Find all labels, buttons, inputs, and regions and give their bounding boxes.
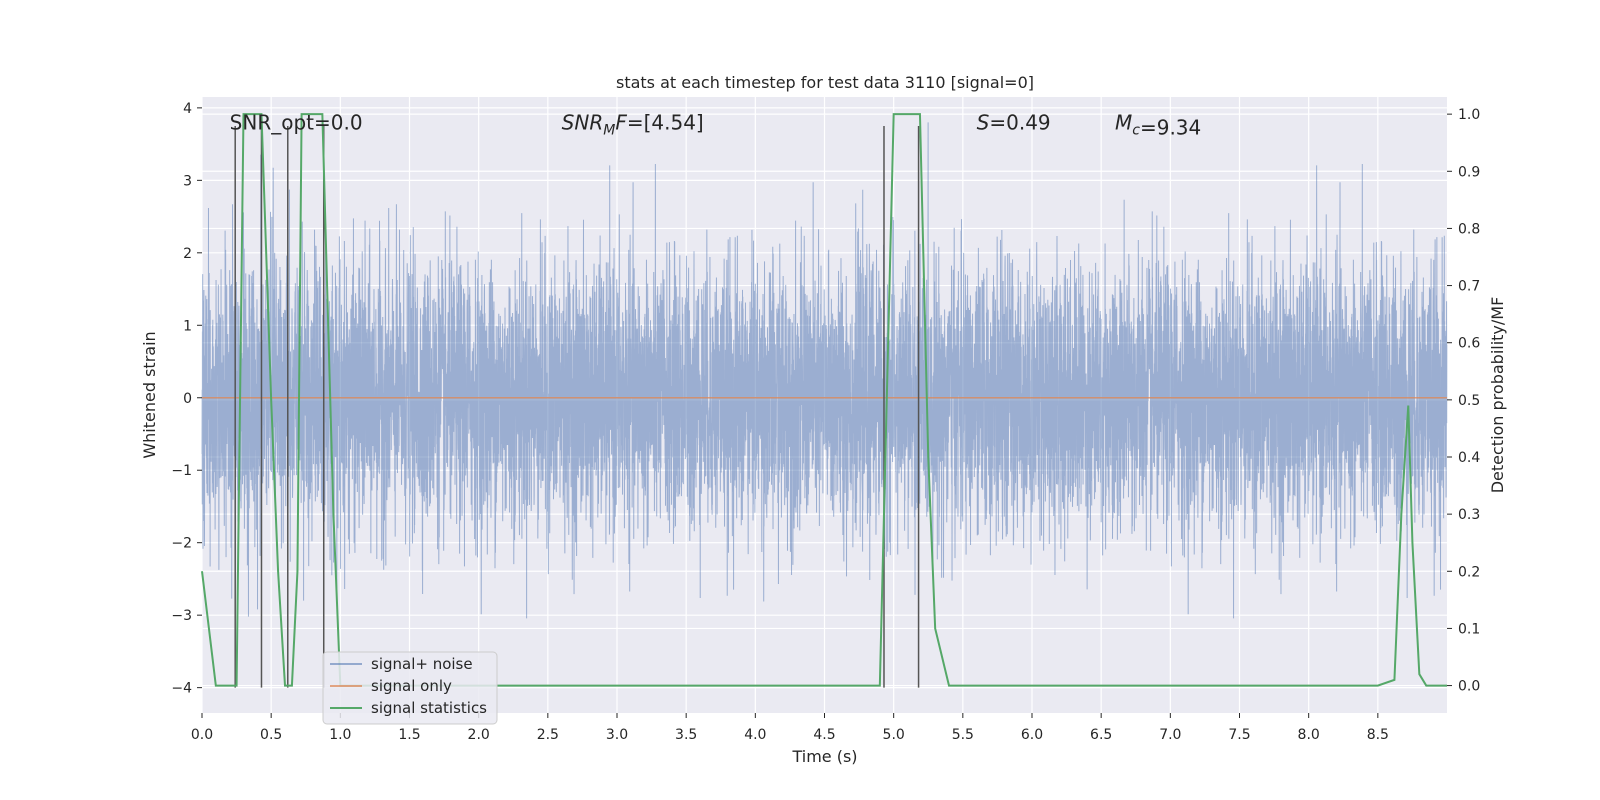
y-tick-label: −1 (171, 463, 192, 479)
legend: signal+ noise signal only signal statist… (322, 651, 498, 725)
x-tick-label: 7.5 (1228, 727, 1250, 743)
x-tick-label: 5.0 (883, 727, 905, 743)
y2-tick-label: 0.9 (1458, 164, 1480, 180)
y2-tick-label: 1.0 (1458, 107, 1480, 123)
y2-tick-label: 0.5 (1458, 393, 1480, 409)
annotation-snr-mf: SNRMF=[4.54] (562, 110, 704, 138)
legend-label-signal-only: signal only (371, 677, 452, 695)
y-tick-label: −2 (171, 536, 192, 552)
annotation-s-value: S=0.49 (977, 110, 1051, 134)
x-tick-label: 0.5 (260, 727, 282, 743)
series-signal-statistics-line (201, 113, 1447, 687)
x-tick-label: 5.5 (952, 727, 974, 743)
y2-tick-label: 0.7 (1458, 279, 1480, 295)
y2-tick-label: 0.0 (1458, 679, 1480, 695)
x-tick-label: 1.0 (329, 727, 351, 743)
x-tick-label: 1.5 (398, 727, 420, 743)
chart-title: stats at each timestep for test data 311… (616, 73, 1034, 92)
annotation-snr-opt: SNR_opt=0.0 (230, 110, 363, 134)
x-tick-label: 8.0 (1298, 727, 1320, 743)
y-tick-label: 2 (183, 246, 192, 262)
y2-tick-label: 0.6 (1458, 336, 1480, 352)
y-tick-label: −4 (171, 681, 192, 697)
annotations: SNR_opt=0.0 SNRMF=[4.54] S=0.49 Mc=9.34 (230, 110, 1202, 139)
y-tick-label: 4 (183, 101, 192, 117)
legend-box (322, 651, 498, 725)
y-tick-label: −3 (171, 608, 192, 624)
legend-label-signal-noise: signal+ noise (371, 655, 473, 673)
x-tick-label: 0.0 (191, 727, 213, 743)
y2-axis-title: Detection probability/MF (1488, 297, 1507, 494)
y-tick-label: 3 (183, 173, 192, 189)
y2-tick-label: 0.3 (1458, 507, 1480, 523)
y2-tick-label: 0.4 (1458, 450, 1480, 466)
y2-tick-label: 0.1 (1458, 621, 1480, 637)
series-signal-noise-line (201, 122, 1448, 619)
y2-tick-label: 0.2 (1458, 564, 1480, 580)
y-tick-label: 1 (183, 318, 192, 334)
legend-label-signal-statistics: signal statistics (371, 699, 487, 717)
y2-tick-label: 0.8 (1458, 221, 1480, 237)
x-tick-label: 3.5 (675, 727, 697, 743)
x-tick-label: 4.0 (744, 727, 766, 743)
annotation-mc-value: Mc=9.34 (1115, 110, 1201, 139)
x-axis-title: Time (s) (791, 747, 857, 766)
x-tick-label: 4.5 (813, 727, 835, 743)
y-tick-label: 0 (183, 391, 192, 407)
y-axis-title: Whitened strain (140, 331, 159, 458)
x-tick-label: 7.0 (1159, 727, 1181, 743)
x-tick-label: 2.5 (537, 727, 559, 743)
x-tick-label: 6.0 (1021, 727, 1043, 743)
x-tick-label: 6.5 (1090, 727, 1112, 743)
x-tick-label: 2.0 (468, 727, 490, 743)
x-tick-label: 3.0 (606, 727, 628, 743)
x-tick-label: 8.5 (1367, 727, 1389, 743)
